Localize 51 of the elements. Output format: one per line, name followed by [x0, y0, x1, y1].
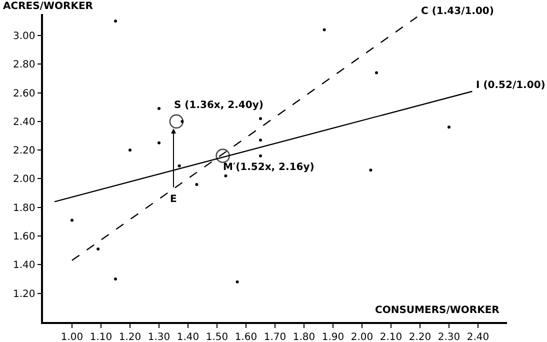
- x-tick-label: 1.20: [118, 332, 142, 342]
- point: [195, 182, 198, 186]
- y-tick-label: 3.00: [12, 30, 36, 42]
- y-tick-label: 1.40: [12, 260, 36, 272]
- annotation: C (1.43/1.00): [421, 6, 494, 17]
- annotation: I (0.52/1.00): [476, 80, 546, 91]
- annotation: S (1.36x, 2.40y): [174, 100, 264, 111]
- point: [224, 174, 228, 178]
- y-tick-label: 2.20: [12, 146, 36, 157]
- y-tick-label: 2.40: [12, 116, 36, 128]
- x-tick-label: 1.90: [322, 332, 344, 342]
- point: [96, 247, 100, 250]
- x-tick-label: 2.10: [380, 332, 402, 342]
- point: [375, 71, 378, 74]
- point: [114, 20, 117, 23]
- x-tick-label: 2.20: [408, 332, 432, 342]
- y-tick-label: 2.00: [12, 174, 36, 186]
- annotation: E: [170, 194, 177, 205]
- point: [259, 138, 262, 142]
- point: [448, 126, 450, 129]
- x-tick-label: 1.80: [292, 332, 316, 342]
- x-tick-label: 2.30: [438, 332, 460, 342]
- point: [369, 168, 372, 172]
- x-tick-label: 1.30: [148, 332, 170, 342]
- annotation: M′(1.52x, 2.16y): [223, 162, 314, 173]
- x-tick-label: 2.00: [350, 332, 374, 342]
- y-tick-label: 1.80: [12, 202, 36, 214]
- x-axis-title: CONSUMERS/WORKER: [375, 305, 500, 316]
- point: [259, 117, 262, 120]
- y-axis-title: ACRES/WORKER: [3, 1, 94, 12]
- point: [236, 280, 239, 284]
- point: [178, 164, 181, 168]
- point: [180, 120, 184, 123]
- x-tick-label: 1.70: [264, 332, 286, 342]
- x-tick-label: 1.00: [60, 332, 84, 342]
- x-tick-label: 1.60: [234, 332, 258, 342]
- y-tick-label: 1.60: [12, 232, 36, 243]
- x-tick-label: 1.40: [176, 332, 200, 342]
- y-tick-label: 2.80: [12, 60, 36, 71]
- y-tick-label: 2.60: [12, 88, 36, 100]
- point: [70, 218, 74, 222]
- x-tick-label: 1.10: [90, 332, 112, 342]
- y-tick-label: 1.20: [12, 288, 36, 300]
- x-tick-label: 1.50: [206, 332, 228, 342]
- x-tick-label: 2.40: [466, 332, 490, 342]
- point: [158, 141, 160, 144]
- point: [259, 154, 262, 158]
- point: [322, 28, 326, 32]
- point: [158, 107, 160, 110]
- point: [114, 278, 117, 281]
- point: [128, 148, 132, 152]
